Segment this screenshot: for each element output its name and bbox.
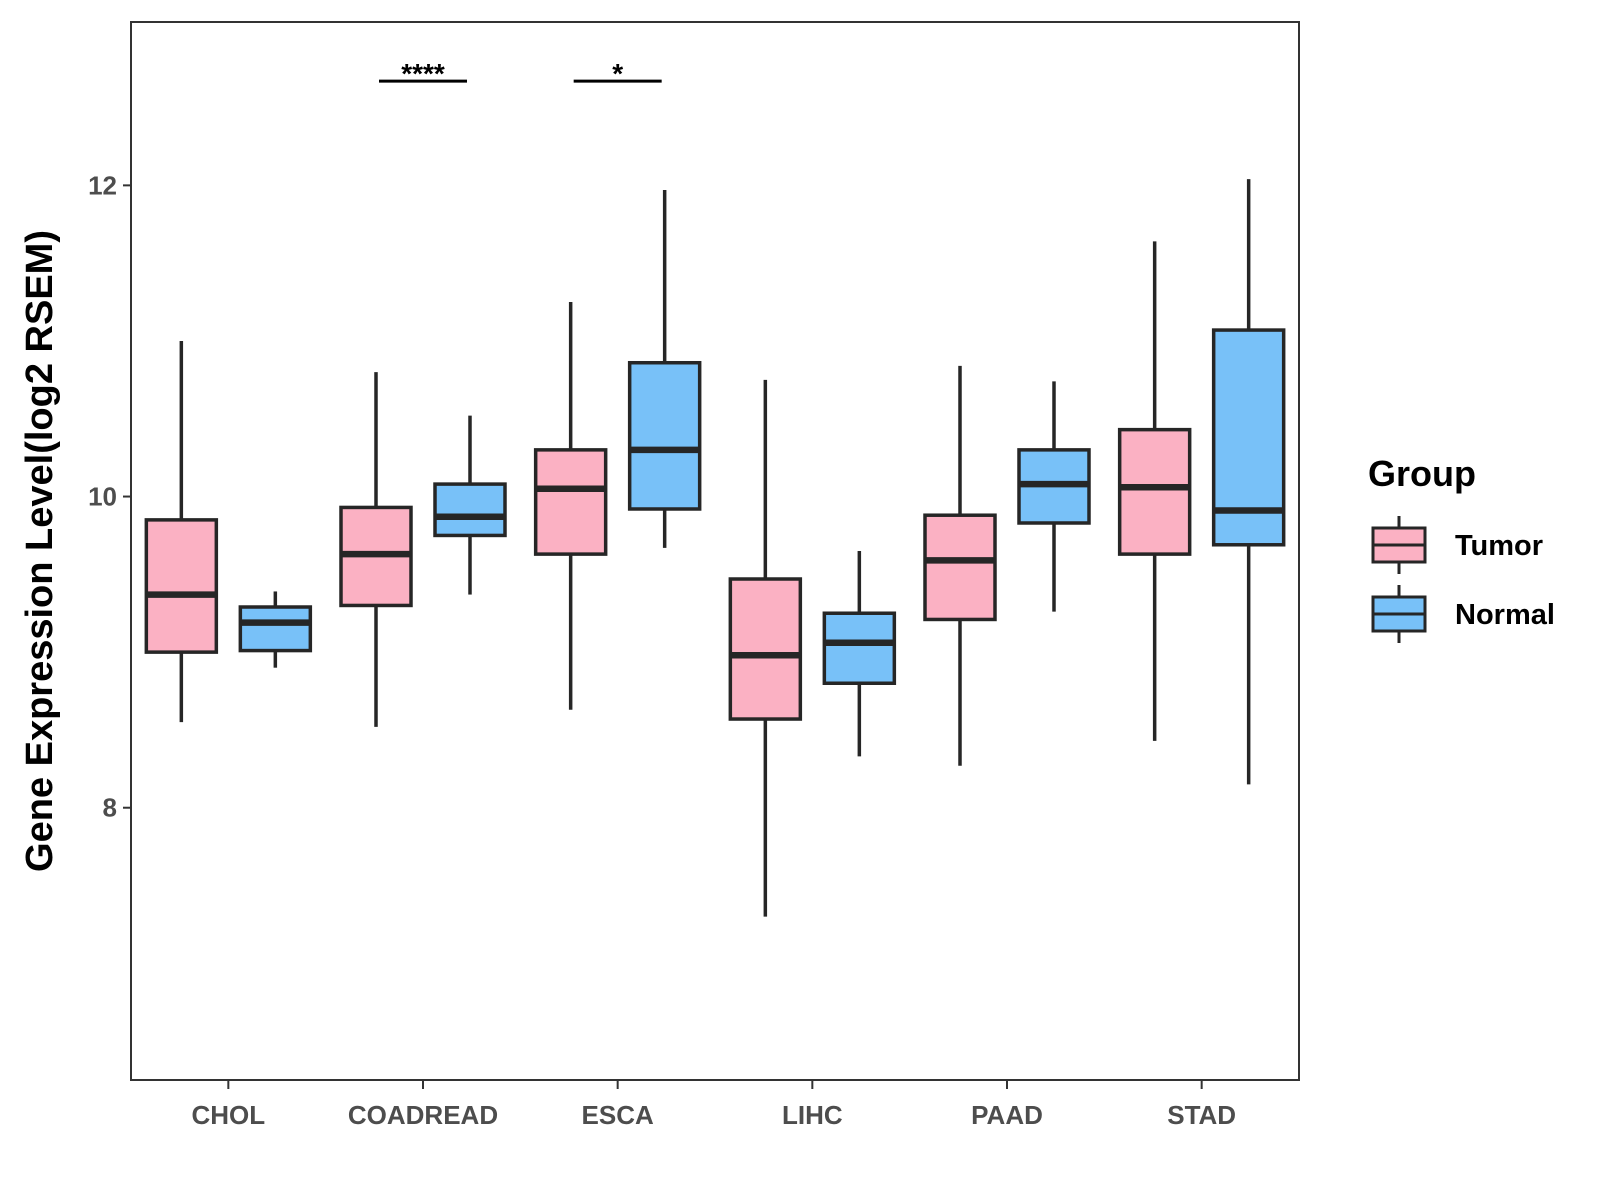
- significance-coadread: ****: [379, 58, 467, 89]
- box-esca-normal: [627, 190, 702, 548]
- x-tick-label: PAAD: [971, 1100, 1043, 1130]
- legend-title: Group: [1368, 453, 1476, 494]
- significance-esca: *: [573, 58, 662, 89]
- box-body-paad-tumor: [923, 513, 997, 622]
- box-body-lihc-normal: [822, 611, 897, 685]
- x-tick-label: STAD: [1167, 1100, 1236, 1130]
- x-tick-label: COADREAD: [348, 1100, 498, 1130]
- box-stad-normal: [1211, 179, 1286, 785]
- box-esca-tumor: [533, 302, 608, 710]
- significance-layer: **** *: [379, 58, 662, 89]
- x-tick-label: LIHC: [782, 1100, 843, 1130]
- legend-item-normal: Normal: [1371, 585, 1555, 643]
- significance-label: *: [612, 58, 623, 89]
- legend-item-tumor: Tumor: [1371, 516, 1543, 574]
- x-tick-label: ESCA: [582, 1100, 654, 1130]
- box-paad-normal: [1017, 381, 1091, 612]
- legend: Group Tumor Normal: [1368, 453, 1555, 643]
- box-body-stad-tumor: [1117, 427, 1192, 556]
- y-tick-label: 10: [88, 482, 117, 512]
- box-lihc-normal: [822, 551, 897, 757]
- box-body-lihc-tumor: [728, 577, 803, 721]
- boxes-layer: [144, 179, 1286, 917]
- box-lihc-tumor: [728, 379, 803, 917]
- significance-label: ****: [401, 58, 445, 89]
- box-stad-tumor: [1117, 241, 1192, 741]
- y-tick-label: 8: [103, 793, 117, 823]
- box-coadread-normal: [433, 415, 507, 595]
- box-chol-tumor: [144, 340, 219, 723]
- x-axis: CHOL COADREAD ESCA LIHC PAAD STAD: [191, 1080, 1236, 1130]
- plot-panel-border: [130, 21, 1300, 1081]
- box-body-chol-tumor: [144, 518, 219, 654]
- box-body-coadread-normal: [433, 482, 507, 538]
- y-axis-title: Gene Expression Level(log2 RSEM): [19, 230, 61, 872]
- box-body-esca-normal: [627, 360, 702, 511]
- legend-label-tumor: Tumor: [1455, 530, 1543, 562]
- y-tick-label: 12: [88, 170, 117, 200]
- x-tick-label: CHOL: [191, 1100, 265, 1130]
- box-paad-tumor: [923, 365, 997, 766]
- box-body-esca-tumor: [533, 448, 608, 556]
- legend-label-normal: Normal: [1455, 599, 1555, 631]
- y-axis: 8 10 12: [88, 170, 131, 823]
- box-chol-normal: [238, 591, 313, 668]
- box-body-chol-normal: [238, 605, 313, 653]
- box-coadread-tumor: [339, 372, 413, 727]
